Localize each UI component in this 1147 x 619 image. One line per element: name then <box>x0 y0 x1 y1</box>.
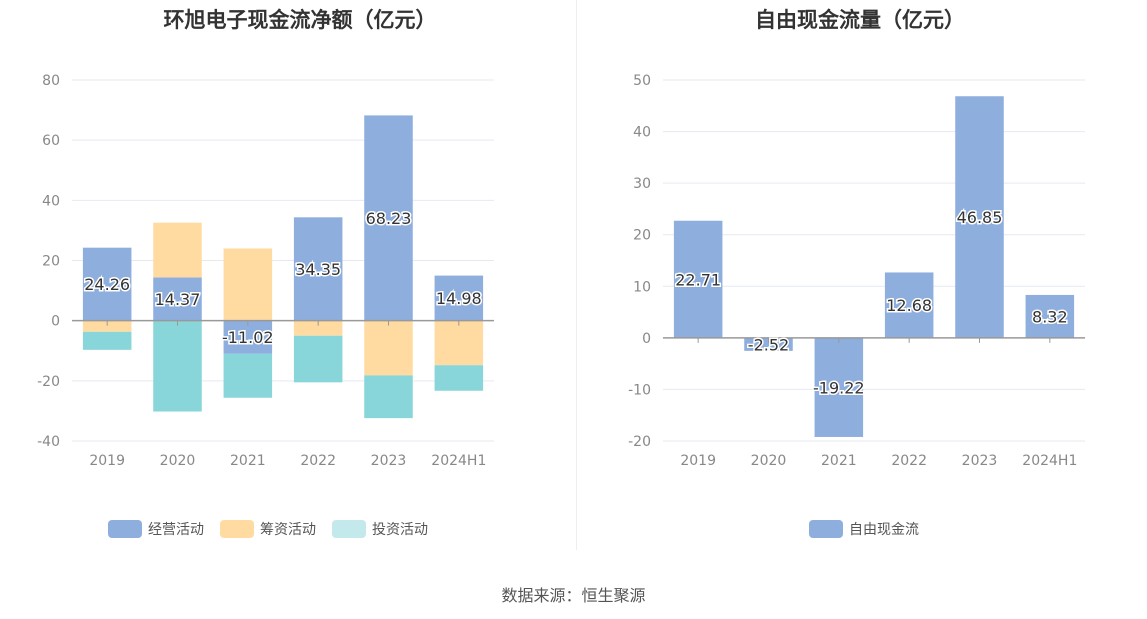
cash-flow-bar-3-2023 <box>364 375 413 419</box>
free-cash-flow-data-label: -2.52 <box>748 335 789 354</box>
cash-flow-x-tick-label: 2019 <box>89 453 125 469</box>
cash-flow-chart: -40 -20 0 20 40 60 80 2019 2020 2021 2022 2023 2024H… <box>37 73 494 469</box>
cash-flow-data-label: 34.35 <box>295 260 341 279</box>
cash-flow-data-label: -11.02 <box>222 328 274 347</box>
free-cash-flow-y-tick-label: 20 <box>633 228 651 244</box>
legend-label-free-cash-flow: 自由现金流 <box>849 522 919 538</box>
cash-flow-y-tick-label: 80 <box>42 73 60 89</box>
free-cash-flow-bar-1-2021 <box>814 337 864 437</box>
free-cash-flow-x-tick-label: 2020 <box>751 453 787 469</box>
free-cash-flow-bar-1-2022 <box>884 272 934 338</box>
cash-flow-bar-2-2019 <box>82 320 132 332</box>
legend-label-financing: 筹资活动 <box>260 522 316 538</box>
cash-flow-x-tick-label: 2024H1 <box>431 453 486 469</box>
free-cash-flow-data-label: -19.22 <box>813 378 865 397</box>
cash-flow-y-tick-label: 40 <box>42 193 60 209</box>
free-cash-flow-data-label: 12.68 <box>886 296 932 315</box>
free-cash-flow-y-tick-label: 30 <box>633 176 651 192</box>
cash-flow-bar-3-2019 <box>82 331 132 350</box>
panel-divider <box>576 0 577 550</box>
cash-flow-bar-1-2019 <box>82 247 132 321</box>
left-chart-title: 环旭电子现金流净额（亿元） <box>163 8 437 32</box>
free-cash-flow-x-tick-label: 2021 <box>821 453 857 469</box>
free-cash-flow-x-tick-label: 2019 <box>680 453 716 469</box>
cash-flow-y-tick-label: 60 <box>42 133 60 149</box>
cash-flow-x-tick-label: 2022 <box>300 453 336 469</box>
legend-swatch-financing <box>220 520 254 538</box>
cash-flow-x-tick-label: 2020 <box>160 453 196 469</box>
legend-item-operating[interactable]: 经营活动 <box>108 519 204 539</box>
free-cash-flow-y-tick-label: 10 <box>633 279 651 295</box>
cash-flow-y-tick-label: 20 <box>42 254 60 270</box>
cash-flow-bar-3-2024H1 <box>434 365 484 391</box>
free-cash-flow-data-label: 8.32 <box>1032 307 1068 326</box>
free-cash-flow-bar-1-2020 <box>744 337 793 351</box>
cash-flow-bar-2-2022 <box>293 320 343 336</box>
cash-flow-data-label: 24.26 <box>84 275 130 294</box>
cash-flow-bar-1-2024H1 <box>434 275 484 321</box>
free-cash-flow-bar-1-2023 <box>955 96 1004 338</box>
free-cash-flow-data-label: 22.71 <box>675 270 721 289</box>
free-cash-flow-x-tick-label: 2023 <box>962 453 998 469</box>
legend-item-free-cash-flow[interactable]: 自由现金流 <box>809 519 919 539</box>
cash-flow-bar-1-2021 <box>223 320 273 354</box>
cash-flow-bar-3-2020 <box>153 320 202 412</box>
free-cash-flow-y-tick-label: -10 <box>628 382 651 398</box>
legend-swatch-operating <box>108 520 142 538</box>
free-cash-flow-bar-1-2024H1 <box>1025 294 1075 338</box>
cash-flow-x-tick-label: 2023 <box>371 453 407 469</box>
cash-flow-x-tick-label: 2021 <box>230 453 266 469</box>
data-source-note: 数据来源：恒生聚源 <box>501 586 646 605</box>
free-cash-flow-x-tick-label: 2024H1 <box>1022 453 1077 469</box>
free-cash-flow-x-tick-label: 2022 <box>891 453 927 469</box>
free-cash-flow-bar-1-2019 <box>673 220 723 338</box>
free-cash-flow-legend: 自由现金流 <box>809 518 935 540</box>
cash-flow-data-label: 14.98 <box>436 289 482 308</box>
cash-flow-y-tick-label: -20 <box>37 374 60 390</box>
legend-label-operating: 经营活动 <box>148 522 204 538</box>
legend-item-financing[interactable]: 筹资活动 <box>220 519 316 539</box>
free-cash-flow-y-tick-label: -20 <box>628 434 651 450</box>
legend-swatch-free-cash-flow <box>809 520 843 538</box>
cash-flow-data-label: 14.37 <box>155 290 201 309</box>
free-cash-flow-data-label: 46.85 <box>957 208 1003 227</box>
cash-flow-bar-3-2021 <box>223 353 273 398</box>
cash-flow-bar-1-2022 <box>293 217 343 321</box>
cash-flow-bar-1-2020 <box>153 277 202 321</box>
cash-flow-y-tick-label: 0 <box>51 314 60 330</box>
cash-flow-bar-3-2022 <box>293 335 343 383</box>
free-cash-flow-y-tick-label: 50 <box>633 73 651 89</box>
cash-flow-bar-2-2020 <box>153 222 202 278</box>
cash-flow-bar-2-2024H1 <box>434 320 484 366</box>
cash-flow-y-tick-label: -40 <box>37 434 60 450</box>
cash-flow-bar-1-2023 <box>364 115 413 321</box>
legend-item-investing[interactable]: 投资活动 <box>332 519 428 539</box>
free-cash-flow-y-tick-label: 0 <box>642 331 651 347</box>
cash-flow-bar-2-2023 <box>364 320 413 376</box>
cash-flow-bar-2-2021 <box>223 248 273 321</box>
legend-swatch-investing <box>332 520 366 538</box>
legend-label-investing: 投资活动 <box>372 522 428 538</box>
free-cash-flow-y-tick-label: 40 <box>633 125 651 141</box>
right-chart-title: 自由现金流量（亿元） <box>755 8 965 32</box>
cash-flow-legend: 经营活动 筹资活动 投资活动 <box>108 518 444 540</box>
cash-flow-data-label: 68.23 <box>366 209 412 228</box>
free-cash-flow-chart: -20 -10 0 10 20 30 40 50 2019 2020 2021 2022 2023 202… <box>628 73 1085 469</box>
